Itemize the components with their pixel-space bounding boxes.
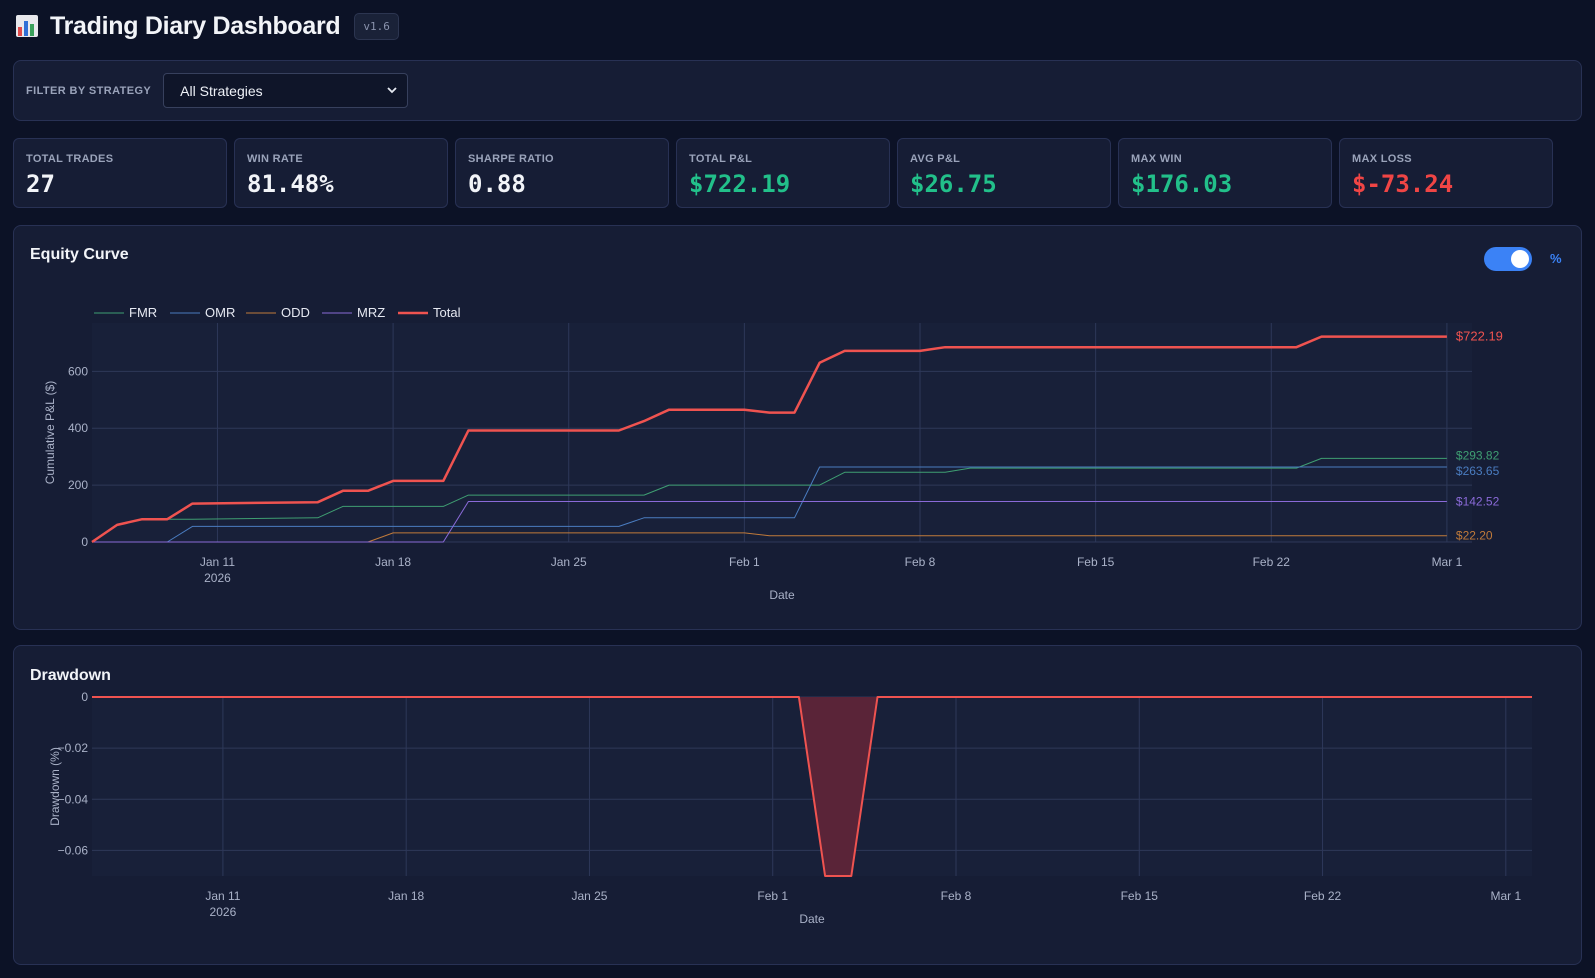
y-tick-label: 0	[81, 535, 88, 549]
drawdown-title: Drawdown	[30, 667, 111, 684]
y-axis-label: Cumulative P&L ($)	[43, 381, 57, 485]
series-line-omr	[92, 466, 1447, 543]
filter-bar: Filter by Strategy All Strategies	[13, 60, 1582, 121]
x-tick-label: Mar 1	[1432, 555, 1463, 569]
x-tick-label: Feb 15	[1121, 889, 1159, 903]
plot-area	[92, 323, 1472, 542]
x-tick-label: Feb 22	[1304, 889, 1342, 903]
legend-item: Total	[433, 305, 461, 320]
x-tick-sublabel: 2026	[204, 571, 231, 585]
drawdown-chart: 0 −0.02 −0.04 −0.06 Jan 11 2026 Jan 18 Jan 25 Fe…	[48, 690, 1532, 926]
app-header: Trading Diary Dashboard v1.6	[16, 10, 399, 42]
stat-label: Sharpe Ratio	[468, 153, 554, 165]
stat-value: $26.75	[910, 170, 997, 198]
stat-card: Max Win $176.03	[1118, 138, 1332, 208]
y-tick-label: −0.04	[58, 792, 89, 806]
y-tick-label: 200	[68, 478, 88, 492]
filter-label: Filter by Strategy	[26, 84, 152, 97]
legend-item: MRZ	[357, 305, 385, 320]
x-tick-label: Feb 1	[757, 889, 788, 903]
x-axis-label: Date	[799, 912, 825, 926]
stat-label: Win Rate	[247, 153, 303, 165]
stat-label: Avg P&L	[910, 153, 961, 165]
drawdown-line	[92, 696, 1532, 877]
series-end-label: $293.82	[1456, 448, 1500, 462]
series-line-total	[91, 335, 1447, 544]
stat-label: Max Loss	[1352, 153, 1412, 165]
legend-item: OMR	[205, 305, 235, 320]
x-tick-label: Jan 18	[388, 889, 424, 903]
page-title: Trading Diary Dashboard	[50, 11, 341, 40]
chart-legend: FMR OMR ODD MRZ Total	[94, 305, 461, 320]
x-tick-label: Jan 11	[205, 889, 240, 903]
y-tick-label: 600	[68, 364, 88, 378]
x-tick-label: Feb 1	[729, 555, 760, 569]
stat-value: 0.88	[468, 170, 526, 198]
stat-value: $722.19	[689, 170, 791, 198]
x-tick-sublabel: 2026	[210, 905, 237, 919]
drawdown-panel: Drawdown 0 −0.02 −0.04 −0.06 Jan 11 2026 Jan 1…	[13, 645, 1582, 965]
y-tick-label: −0.06	[58, 843, 89, 857]
series-end-label: $722.19	[1456, 329, 1503, 344]
stat-card: Win Rate 81.48%	[234, 138, 448, 208]
bar-chart-icon	[16, 15, 38, 37]
stat-card: Total Trades 27	[13, 138, 227, 208]
stat-label: Max Win	[1131, 153, 1182, 165]
x-tick-label: Mar 1	[1490, 889, 1521, 903]
percent-toggle[interactable]	[1484, 247, 1532, 271]
strategy-select-value: All Strategies	[180, 82, 263, 99]
toggle-knob	[1511, 250, 1529, 268]
stat-label: Total Trades	[26, 153, 114, 165]
stat-label: Total P&L	[689, 153, 753, 165]
y-tick-label: 400	[68, 421, 88, 435]
series-end-label: $263.65	[1456, 464, 1500, 478]
stat-value: 81.48%	[247, 170, 334, 198]
series-end-label: $142.52	[1456, 494, 1500, 508]
stat-value: $176.03	[1131, 170, 1233, 198]
strategy-select[interactable]: All Strategies	[163, 73, 409, 108]
y-tick-label: 0	[81, 690, 88, 704]
y-axis-label: Drawdown (%)	[48, 747, 62, 826]
stat-card: Total P&L $722.19	[676, 138, 890, 208]
x-tick-label: Jan 11	[200, 555, 235, 569]
legend-item: ODD	[281, 305, 310, 320]
chevron-down-icon	[387, 87, 397, 94]
y-tick-label: −0.02	[58, 741, 89, 755]
stat-card: Sharpe Ratio 0.88	[455, 138, 669, 208]
stat-card: Max Loss $-73.24	[1339, 138, 1553, 208]
version-badge: v1.6	[354, 12, 399, 40]
x-tick-label: Jan 25	[551, 555, 587, 569]
x-tick-label: Jan 18	[375, 555, 411, 569]
x-tick-label: Feb 22	[1253, 555, 1291, 569]
equity-curve-panel: Equity Curve % 0 200 400 600 Jan 11 2026 Jan 1…	[13, 225, 1582, 630]
legend-item: FMR	[129, 305, 157, 320]
x-tick-label: Feb 8	[905, 555, 936, 569]
equity-curve-title: Equity Curve	[30, 246, 129, 263]
stat-value: 27	[26, 170, 55, 198]
x-tick-label: Jan 25	[571, 889, 607, 903]
x-axis-label: Date	[769, 588, 795, 602]
stat-card: Avg P&L $26.75	[897, 138, 1111, 208]
equity-chart: 0 200 400 600 Jan 11 2026 Jan 18 Jan 25 Feb 1 Feb…	[43, 305, 1503, 602]
x-tick-label: Feb 8	[941, 889, 972, 903]
stat-value: $-73.24	[1352, 170, 1454, 198]
series-line-mrz	[92, 501, 1447, 543]
x-tick-label: Feb 15	[1077, 555, 1115, 569]
series-end-label: $22.20	[1456, 529, 1493, 543]
percent-toggle-label: %	[1550, 251, 1562, 266]
